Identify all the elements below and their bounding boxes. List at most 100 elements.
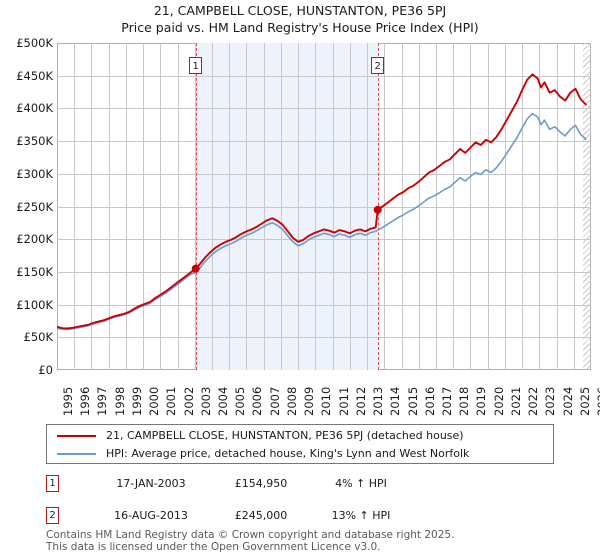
gridline-vertical <box>126 43 127 370</box>
x-axis-tick-label: 2008 <box>284 386 299 416</box>
footer-line-1: Contains HM Land Registry data © Crown c… <box>46 529 455 541</box>
gridline-vertical <box>402 43 403 370</box>
transaction-badge-2: 2 <box>46 507 59 524</box>
x-axis-tick-label: 2006 <box>250 386 265 416</box>
x-axis-tick-label: 2013 <box>371 386 386 416</box>
legend-label-hpi: HPI: Average price, detached house, King… <box>106 447 470 460</box>
gridline-horizontal <box>57 272 591 273</box>
x-axis-tick-label: 2004 <box>216 386 231 416</box>
x-axis-labels: 1995 1996 1997 1998 1999 2000 2001 2002 2003 2004… <box>57 372 600 418</box>
legend-item-hpi: HPI: Average price, detached house, King… <box>47 444 553 463</box>
x-axis-tick-label: 2024 <box>560 386 575 416</box>
x-axis-tick-label: 2001 <box>164 386 179 416</box>
sale-marker-number-box[interactable]: 2 <box>371 57 385 74</box>
price-series-svg <box>57 43 591 370</box>
gridline-vertical <box>143 43 144 370</box>
gridline-vertical <box>574 43 575 370</box>
sale-marker-vertical-line <box>195 43 197 370</box>
gridline-horizontal <box>57 108 591 109</box>
gridline-vertical <box>350 43 351 370</box>
x-axis-tick-label: 2025 <box>577 386 592 416</box>
gridline-vertical <box>298 43 299 370</box>
transaction-hpi-delta-1: 4% ↑ HPI <box>335 477 387 490</box>
gridline-vertical <box>505 43 506 370</box>
gridline-vertical <box>74 43 75 370</box>
x-axis-tick-label: 2010 <box>319 386 334 416</box>
x-axis-tick-label: 2005 <box>233 386 248 416</box>
y-axis-tick-label: £350K <box>16 134 53 149</box>
gridline-vertical <box>453 43 454 370</box>
y-axis-tick-label: £50K <box>23 330 54 345</box>
gridline-vertical <box>246 43 247 370</box>
x-axis-tick-label: 2017 <box>439 386 454 416</box>
x-axis-tick-label: 2003 <box>198 386 213 416</box>
transaction-date-2: 16-AUG-2013 <box>114 509 188 522</box>
x-axis-tick-label: 2020 <box>491 386 506 416</box>
sale-point-dot <box>373 205 382 214</box>
gridline-vertical <box>367 43 368 370</box>
x-axis-tick-label: 2026 <box>595 386 600 416</box>
gridline-vertical <box>109 43 110 370</box>
x-axis-tick-label: 2023 <box>543 386 558 416</box>
gridline-vertical <box>178 43 179 370</box>
y-axis-tick-label: £250K <box>16 199 53 214</box>
provisional-data-hatching <box>583 43 591 370</box>
x-axis-tick-label: 2009 <box>302 386 317 416</box>
series-line-hpi <box>57 114 586 330</box>
x-axis-tick-label: 2016 <box>422 386 437 416</box>
gridline-horizontal <box>57 141 591 142</box>
transaction-badge-1: 1 <box>46 475 59 492</box>
x-axis-tick-label: 2002 <box>181 386 196 416</box>
gridline-horizontal <box>57 174 591 175</box>
transaction-price-1: £154,950 <box>234 477 288 490</box>
y-axis-tick-label: £150K <box>16 264 53 279</box>
gridline-vertical <box>419 43 420 370</box>
gridline-vertical <box>436 43 437 370</box>
gridline-vertical <box>195 43 196 370</box>
transaction-row-1: 1 17-JAN-2003 £154,950 4% ↑ HPI <box>46 475 446 493</box>
legend-item-price-paid: 21, CAMPBELL CLOSE, HUNSTANTON, PE36 5PJ… <box>47 426 553 445</box>
gridline-horizontal <box>57 207 591 208</box>
sale-point-dot <box>191 264 200 273</box>
y-axis-tick-label: £450K <box>16 68 53 83</box>
gridline-vertical <box>557 43 558 370</box>
y-axis-tick-label: £500K <box>16 36 53 50</box>
gridline-vertical <box>264 43 265 370</box>
gridline-vertical <box>91 43 92 370</box>
gridline-vertical <box>384 43 385 370</box>
gridline-vertical <box>539 43 540 370</box>
gridline-vertical <box>315 43 316 370</box>
gridline-horizontal <box>57 239 591 240</box>
x-axis-tick-label: 2011 <box>336 386 351 416</box>
transaction-row-2: 2 16-AUG-2013 £245,000 13% ↑ HPI <box>46 507 446 525</box>
y-axis-tick-label: £400K <box>16 101 53 116</box>
legend-swatch-hpi <box>57 452 96 455</box>
x-axis-tick-label: 1997 <box>95 386 110 416</box>
chart-legend: 21, CAMPBELL CLOSE, HUNSTANTON, PE36 5PJ… <box>46 424 554 464</box>
gridline-vertical <box>470 43 471 370</box>
legend-label-price-paid: 21, CAMPBELL CLOSE, HUNSTANTON, PE36 5PJ… <box>106 429 464 442</box>
x-axis-tick-label: 2015 <box>405 386 420 416</box>
page-subtitle: Price paid vs. HM Land Registry's House … <box>121 20 479 35</box>
copyright-footer: Contains HM Land Registry data © Crown c… <box>46 529 586 553</box>
sale-marker-number-box[interactable]: 1 <box>189 57 203 74</box>
x-axis-tick-label: 2019 <box>474 386 489 416</box>
transaction-date-1: 17-JAN-2003 <box>116 477 186 490</box>
gridline-vertical <box>212 43 213 370</box>
x-axis-tick-label: 2022 <box>526 386 541 416</box>
x-axis-tick-label: 1998 <box>112 386 127 416</box>
x-axis-tick-label: 2014 <box>388 386 403 416</box>
gridline-vertical <box>488 43 489 370</box>
y-axis-tick-label: £100K <box>16 297 53 312</box>
transaction-price-2: £245,000 <box>234 509 288 522</box>
x-axis-tick-label: 2007 <box>267 386 282 416</box>
x-axis-tick-label: 2018 <box>457 386 472 416</box>
footer-line-2: This data is licensed under the Open Gov… <box>46 541 381 553</box>
gridline-vertical <box>281 43 282 370</box>
legend-swatch-price-paid <box>57 434 96 437</box>
ownership-period-shading <box>195 43 378 370</box>
x-axis-tick-label: 2012 <box>353 386 368 416</box>
x-axis-tick-label: 1999 <box>129 386 144 416</box>
gridline-vertical <box>229 43 230 370</box>
